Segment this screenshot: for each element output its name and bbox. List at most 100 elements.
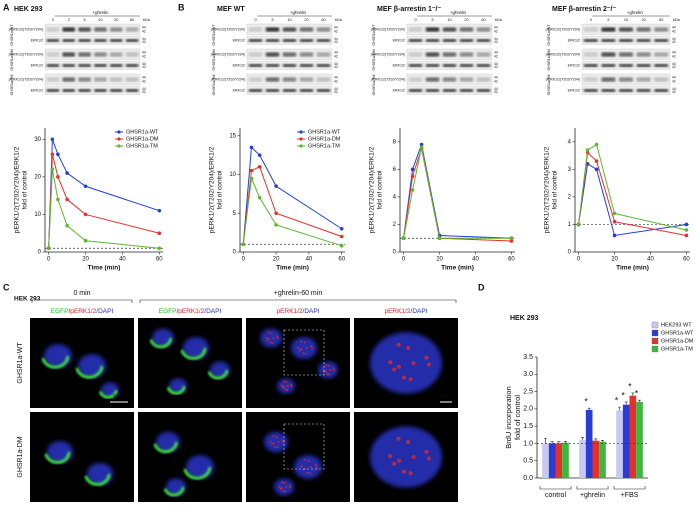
perk-signal [328,373,331,376]
y-axis-label: pERK1/2(T202/Y204)/ERK1/2 [14,146,21,233]
blot-band [78,52,91,57]
treatment-label: +ghrelin [627,10,644,15]
row-label: GHSR1a-DM [17,436,24,477]
blot-band [459,52,474,57]
data-point [157,208,162,213]
lane-label: 20 [464,18,468,22]
y-tick-label: 0.0 [523,475,533,482]
perk-signal [402,469,407,474]
bar [579,439,586,478]
column-label-part: pERK1/2 [70,308,96,315]
bar [548,443,556,478]
y-tick-label: 20 [34,174,41,180]
error-bar [624,401,628,405]
blot-band [442,38,457,43]
perk-signal [332,367,335,370]
blot-strip [44,48,141,61]
mw-label: 42 [142,54,146,58]
band-label: ERK1/2 [568,88,580,92]
error-bar [618,406,622,411]
data-point [249,176,254,181]
mw-label: 44 [142,62,146,66]
egfp-membrane [183,454,212,480]
mw-label: 42 [142,40,146,44]
y-axis-label: fold of control [513,395,522,440]
y-tick-label: 15 [229,133,236,139]
x-tick-label: control [545,492,566,499]
mw-label: 44 [334,37,338,41]
perk-signal [281,384,284,387]
blot-band [299,88,314,93]
column-label: pERK1/2/DAPI [276,308,319,315]
legend-swatch [651,337,659,345]
blot-strip [44,36,141,45]
bar [636,401,643,478]
blot-band [94,77,107,82]
micrograph [246,412,350,502]
blot-band [46,27,60,32]
bar [629,395,637,478]
legend-marker [299,130,303,134]
perk-signal [276,446,279,449]
panel-label: A [3,2,10,12]
blot-band [618,38,634,43]
mw-label: 44 [334,87,338,91]
blot-band [94,27,107,32]
legend-marker [117,130,121,134]
nucleus [260,328,282,348]
blot-title: MEF β-arrestin 2⁻/⁻ [552,6,616,13]
band-label: pERK1/2(T202/Y204) [546,52,580,56]
perk-signal [272,337,275,339]
blot-band [265,27,280,32]
perk-signal [314,463,317,466]
blot-band [425,88,440,93]
data-point [401,236,406,241]
mw-label: 42 [672,79,676,83]
lane-label: 0 [590,18,592,22]
perk-signal [274,445,277,448]
blot-band [583,63,598,68]
band-label: ERK1/2 [568,63,580,67]
blot-band [94,38,107,43]
x-tick-label: 0 [242,257,246,263]
series-line [242,176,342,247]
y-tick-label: 0 [38,250,42,256]
x-tick-label: +ghrelin [580,492,605,499]
column-label-part: EGFP [51,308,69,315]
blot-band [408,27,423,32]
blot-band [583,88,598,93]
blot-band [654,27,669,32]
perk-signal [283,481,286,484]
column-label: pERK1/2/DAPI [384,308,427,315]
band-label: pERK1/2(T202/Y204) [546,77,580,81]
perk-signal [406,439,411,444]
column-label-part: pERK1/2 [178,308,204,315]
panel-title: HEK 293 [14,296,41,303]
blot-band [265,52,280,57]
blot-strip [44,23,141,36]
x-tick-label: 40 [119,257,126,263]
blot-band [125,77,139,82]
perk-signal [396,342,401,347]
blot-band [62,27,76,32]
mw-unit: kDa [495,18,503,22]
blot-band [109,27,123,32]
blot-band [109,38,123,43]
blot-band [459,63,474,68]
perk-signal [392,461,397,466]
row-label: GHSR1a-WT [17,342,24,384]
legend-marker [117,144,121,148]
mw-label: 44 [672,87,676,91]
band-label: pERK1/2(T202/Y204) [9,77,43,81]
data-point [339,244,344,248]
data-point [249,168,254,173]
x-axis-label: Time (min) [276,265,309,272]
egfp-membrane [166,377,186,395]
group-label: GHSR1a-WT [10,24,14,46]
band-label: ERK1/2 [233,88,245,92]
perk-signal [286,385,289,387]
egfp-membrane [75,353,104,379]
x-tick-label: 40 [306,257,313,263]
series-line [403,146,512,242]
